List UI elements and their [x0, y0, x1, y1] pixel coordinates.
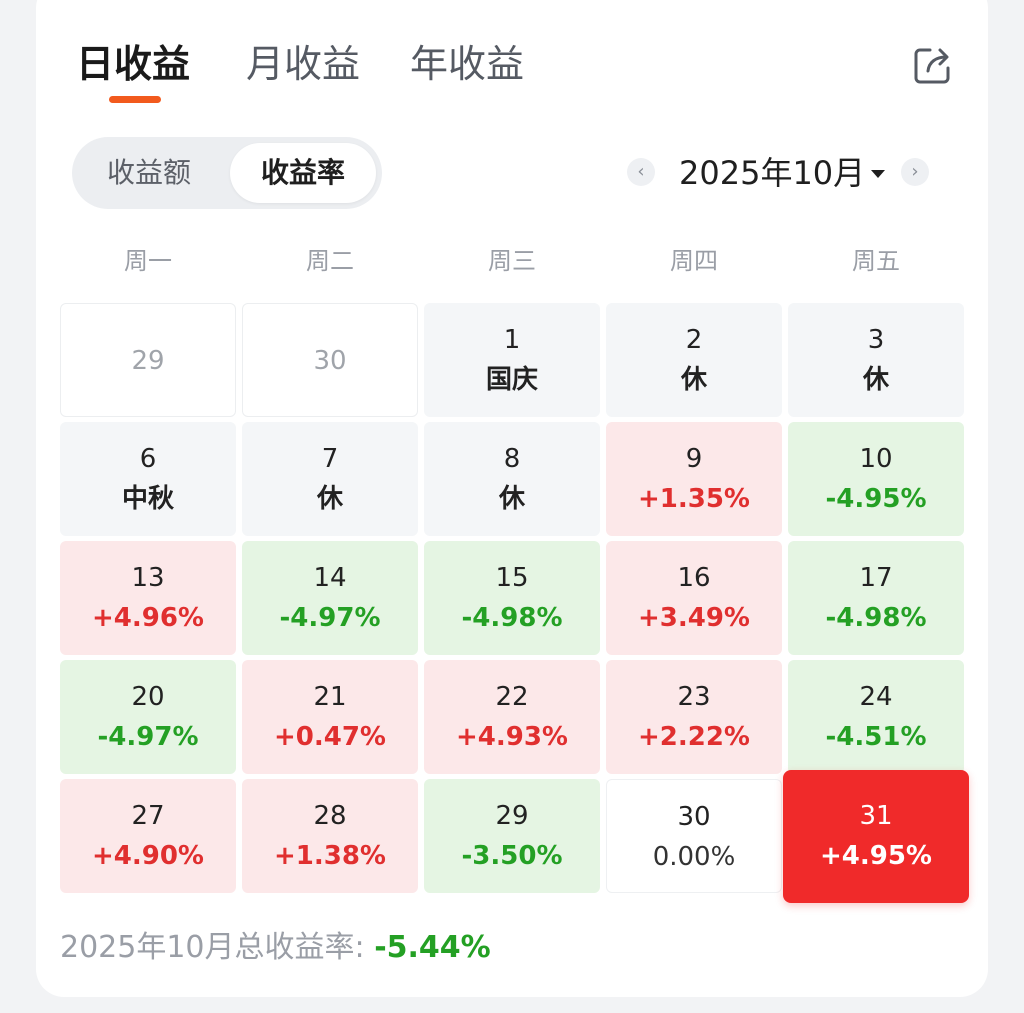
cell-note: 国庆 — [485, 365, 538, 395]
cell-day: 10 — [859, 444, 893, 474]
calendar-cell[interactable]: 29 -3.50% — [424, 779, 600, 893]
active-tab-indicator — [109, 96, 161, 103]
cell-return: -4.51% — [825, 722, 927, 752]
cell-day: 3 — [867, 325, 885, 355]
calendar-grid: 29 30 1 国庆 2 休 3 休 6 中秋 7 休 8 休 9 +1.35%… — [60, 303, 969, 903]
cell-day: 22 — [495, 682, 529, 712]
cell-day: 2 — [685, 325, 703, 355]
cell-return: +1.35% — [638, 484, 750, 514]
calendar-cell[interactable]: 8 休 — [424, 422, 600, 536]
cell-day: 9 — [685, 444, 703, 474]
weekday-fri: 周五 — [852, 247, 900, 275]
prev-month-button[interactable]: ‹ — [627, 158, 655, 186]
tab-yearly[interactable]: 年收益 — [410, 42, 525, 86]
cell-return: +4.95% — [820, 841, 932, 871]
cell-return: +2.22% — [638, 722, 750, 752]
cell-day: 30 — [313, 346, 347, 376]
calendar-cell[interactable]: 7 休 — [242, 422, 418, 536]
calendar-cell[interactable]: 20 -4.97% — [60, 660, 236, 774]
cell-day: 13 — [131, 563, 165, 593]
calendar-cell[interactable]: 17 -4.98% — [788, 541, 964, 655]
cell-day: 8 — [503, 444, 521, 474]
cell-day: 6 — [139, 444, 157, 474]
calendar-cell[interactable]: 30 0.00% — [606, 779, 782, 893]
chevron-right-icon: › — [911, 161, 919, 182]
calendar-cell[interactable]: 27 +4.90% — [60, 779, 236, 893]
monthly-total-summary: 2025年10月总收益率: -5.44% — [60, 926, 491, 970]
cell-day: 16 — [677, 563, 711, 593]
calendar-cell: 30 — [242, 303, 418, 417]
weekday-wed: 周三 — [488, 247, 536, 275]
calendar-cell[interactable]: 22 +4.93% — [424, 660, 600, 774]
caret-down-icon — [871, 170, 886, 178]
cell-day: 23 — [677, 682, 711, 712]
cell-return: -4.97% — [279, 603, 381, 633]
calendar-cell[interactable]: 16 +3.49% — [606, 541, 782, 655]
month-label: 2025年10月 — [679, 154, 866, 192]
cell-return: -4.98% — [825, 603, 927, 633]
tab-daily[interactable]: 日收益 — [76, 42, 191, 86]
cell-return: +1.38% — [274, 841, 386, 871]
chevron-left-icon: ‹ — [637, 161, 645, 182]
cell-return: +0.47% — [274, 722, 386, 752]
cell-return: -3.50% — [461, 841, 563, 871]
cell-note: 休 — [316, 484, 343, 514]
metric-segmented-control: 收益额 收益率 — [72, 137, 382, 209]
calendar-cell[interactable]: 3 休 — [788, 303, 964, 417]
cell-return: +4.90% — [92, 841, 204, 871]
cell-day: 7 — [321, 444, 339, 474]
amount-segment[interactable]: 收益额 — [106, 156, 191, 189]
cell-day: 20 — [131, 682, 165, 712]
weekday-header: 周一 周二 周三 周四 周五 — [60, 242, 966, 282]
cell-note: 中秋 — [121, 484, 174, 514]
summary-total-return: -5.44% — [374, 930, 491, 965]
cell-day: 30 — [677, 802, 711, 832]
weekday-tue: 周二 — [306, 247, 354, 275]
calendar-cell[interactable]: 14 -4.97% — [242, 541, 418, 655]
cell-day: 28 — [313, 801, 347, 831]
cell-day: 29 — [495, 801, 529, 831]
next-month-button[interactable]: › — [901, 158, 929, 186]
cell-return: -4.97% — [97, 722, 199, 752]
cell-note: 休 — [680, 365, 707, 395]
cell-day: 29 — [131, 346, 165, 376]
cell-day: 24 — [859, 682, 893, 712]
calendar-cell[interactable]: 2 休 — [606, 303, 782, 417]
cell-day: 21 — [313, 682, 347, 712]
cell-return: +4.93% — [456, 722, 568, 752]
month-selector[interactable]: 2025年10月 — [679, 150, 886, 196]
tab-monthly[interactable]: 月收益 — [246, 42, 361, 86]
summary-label: 2025年10月总收益率: — [60, 930, 365, 965]
cell-return: +4.96% — [92, 603, 204, 633]
cell-day: 15 — [495, 563, 529, 593]
calendar-cell[interactable]: 13 +4.96% — [60, 541, 236, 655]
cell-day: 17 — [859, 563, 893, 593]
cell-return: -4.95% — [825, 484, 927, 514]
cell-return: 0.00% — [652, 842, 736, 872]
calendar-cell[interactable]: 28 +1.38% — [242, 779, 418, 893]
cell-day: 1 — [503, 325, 521, 355]
share-button[interactable] — [912, 44, 954, 86]
cell-day: 31 — [859, 801, 893, 831]
rate-segment[interactable]: 收益率 — [230, 143, 376, 203]
weekday-thu: 周四 — [670, 247, 718, 275]
cell-return: +3.49% — [638, 603, 750, 633]
cell-return: -4.98% — [461, 603, 563, 633]
share-external-icon — [914, 48, 950, 84]
calendar-cell-selected[interactable]: 31 +4.95% — [783, 770, 969, 903]
calendar-cell[interactable]: 23 +2.22% — [606, 660, 782, 774]
calendar-cell[interactable]: 24 -4.51% — [788, 660, 964, 774]
calendar-cell[interactable]: 10 -4.95% — [788, 422, 964, 536]
calendar-cell[interactable]: 21 +0.47% — [242, 660, 418, 774]
cell-note: 休 — [498, 484, 525, 514]
calendar-cell: 29 — [60, 303, 236, 417]
calendar-cell[interactable]: 9 +1.35% — [606, 422, 782, 536]
calendar-cell[interactable]: 15 -4.98% — [424, 541, 600, 655]
cell-note: 休 — [862, 365, 889, 395]
calendar-cell[interactable]: 6 中秋 — [60, 422, 236, 536]
cell-day: 14 — [313, 563, 347, 593]
weekday-mon: 周一 — [124, 247, 172, 275]
calendar-cell[interactable]: 1 国庆 — [424, 303, 600, 417]
cell-day: 27 — [131, 801, 165, 831]
